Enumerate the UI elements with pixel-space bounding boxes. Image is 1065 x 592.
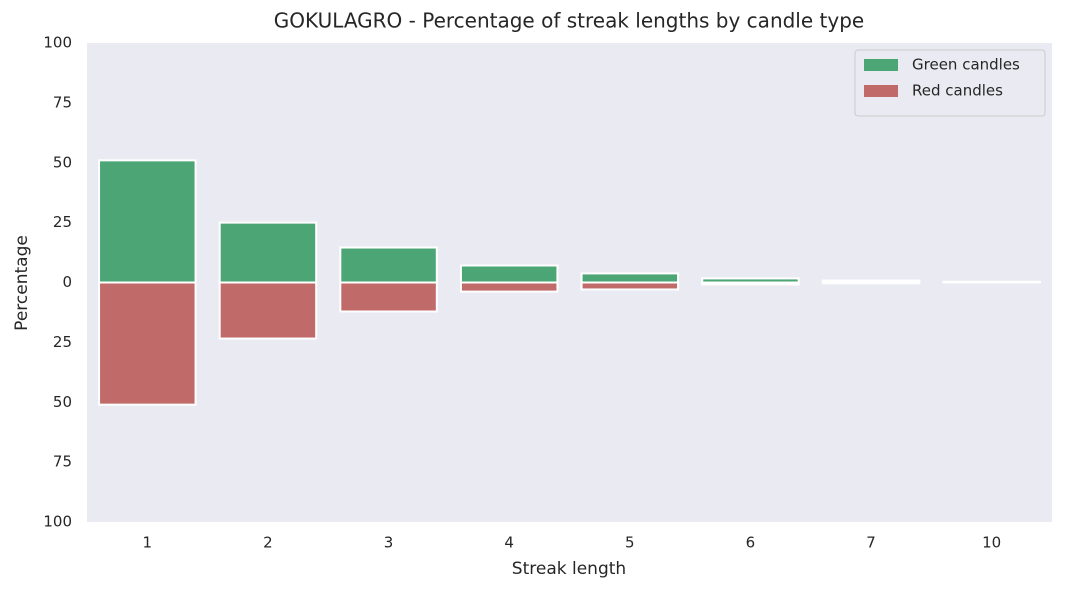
y-tick-label: 50 [53,393,72,411]
y-tick-label: 75 [53,93,72,111]
x-tick-label: 2 [263,534,273,552]
bar [580,272,680,284]
legend-label: Green candles [912,56,1020,74]
bar [459,264,559,284]
x-tick-label: 5 [625,534,635,552]
bar [459,281,559,293]
bar [218,221,318,284]
bar [821,281,921,285]
y-tick-label: 0 [62,273,72,291]
x-tick-label: 10 [982,534,1001,552]
bar [98,159,197,284]
x-tick-label: 4 [504,534,514,552]
bar [98,281,197,406]
y-tick-label: 75 [53,453,72,471]
bar [701,281,800,286]
legend-label: Red candles [912,82,1003,100]
x-axis-label: Streak length [512,559,626,579]
y-tick-label: 50 [53,153,72,171]
y-tick-label: 25 [53,213,72,231]
bar [580,281,680,291]
y-tick-label: 100 [43,513,72,531]
x-tick-label: 6 [746,534,756,552]
x-tick-label: 3 [384,534,394,552]
legend-swatch [864,85,898,97]
y-axis-label: Percentage [12,235,32,331]
x-tick-label: 7 [866,534,876,552]
bar [339,246,438,284]
bar [942,280,1041,284]
legend-box [854,49,1046,117]
x-tick-label: 1 [143,534,153,552]
bar [339,281,438,313]
y-tick-label: 100 [43,34,72,52]
y-tick-label: 25 [53,333,72,351]
chart-title: GOKULAGRO - Percentage of streak lengths… [274,9,864,33]
bar [218,281,318,340]
legend-swatch [864,59,898,71]
